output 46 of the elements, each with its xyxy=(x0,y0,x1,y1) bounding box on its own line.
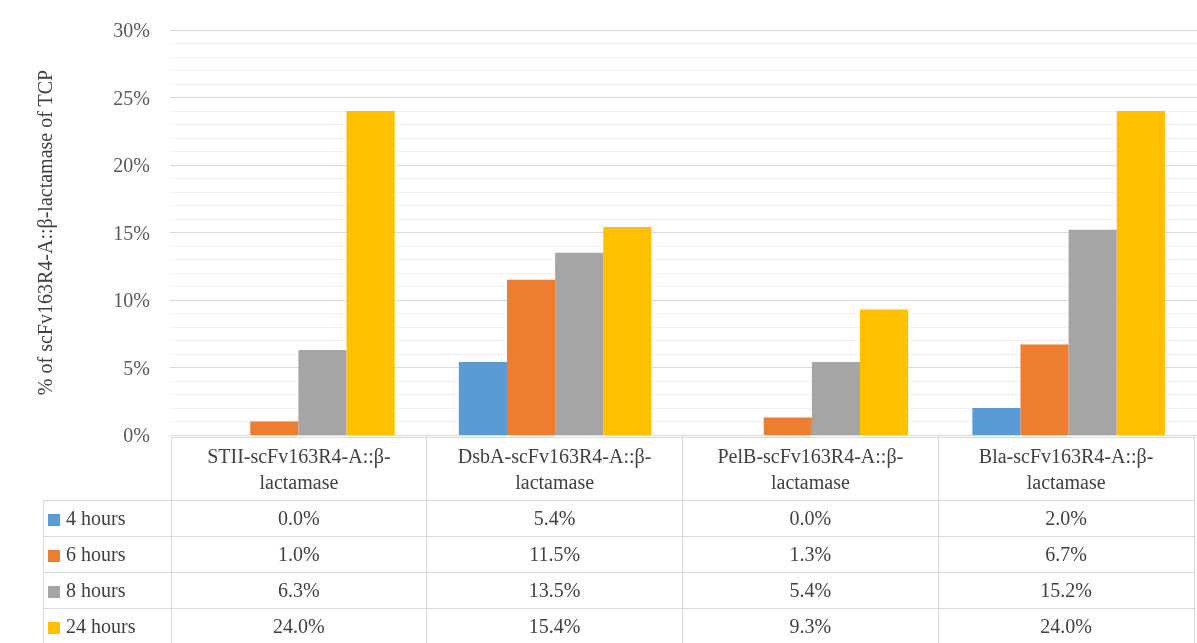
data-label: 0.0% xyxy=(171,500,427,537)
x-tick-label: Bla-scFv163R4-A::β-lactamase xyxy=(938,437,1194,501)
bar xyxy=(1116,111,1165,435)
data-label: 11.5% xyxy=(426,536,683,573)
y-tick-label: 0% xyxy=(123,424,150,446)
bar xyxy=(555,252,604,435)
data-label: 6.3% xyxy=(171,572,427,609)
data-label: 13.5% xyxy=(426,572,683,609)
bar xyxy=(346,111,395,435)
bar xyxy=(603,227,652,435)
y-tick-label: 25% xyxy=(113,86,150,109)
bar xyxy=(972,408,1021,435)
x-tick-label: STII-scFv163R4-A::β-lactamase xyxy=(171,437,427,501)
y-tick-label: 10% xyxy=(113,289,150,311)
data-label: 1.0% xyxy=(171,536,427,573)
data-label: 6.7% xyxy=(938,536,1194,573)
x-tick-label: PelB-scFv163R4-A::β-lactamase xyxy=(682,437,939,501)
bar xyxy=(1068,229,1117,435)
data-label: 5.4% xyxy=(426,500,683,537)
bar xyxy=(458,362,507,435)
y-tick-label: 20% xyxy=(113,154,150,176)
data-label: 2.0% xyxy=(938,500,1194,537)
y-tick-label: 5% xyxy=(123,356,150,379)
data-label: 0.0% xyxy=(682,500,939,537)
bar xyxy=(860,309,909,435)
bar xyxy=(250,421,299,435)
data-label: 24.0% xyxy=(938,608,1194,643)
x-tick-label: DsbA-scFv163R4-A::β-lactamase xyxy=(426,437,683,501)
bar xyxy=(298,349,347,435)
data-label: 15.2% xyxy=(938,572,1194,609)
data-label: 9.3% xyxy=(682,608,939,643)
bar xyxy=(1020,344,1069,435)
data-label: 1.3% xyxy=(682,536,939,573)
y-axis-title: % of scFv163R4-A::β-lactamase of TCP xyxy=(34,69,57,396)
legend-label: 6 hours xyxy=(43,536,171,573)
legend-label: 8 hours xyxy=(43,572,171,609)
bar xyxy=(763,417,812,435)
y-tick-label: 15% xyxy=(113,221,150,244)
data-label: 24.0% xyxy=(171,608,427,643)
data-label: 5.4% xyxy=(682,572,939,609)
legend-label: 24 hours xyxy=(43,608,171,643)
data-label: 15.4% xyxy=(426,608,683,643)
bar xyxy=(506,279,556,435)
y-tick-label: 30% xyxy=(113,19,150,41)
legend-label: 4 hours xyxy=(43,500,171,537)
bar xyxy=(811,362,861,435)
